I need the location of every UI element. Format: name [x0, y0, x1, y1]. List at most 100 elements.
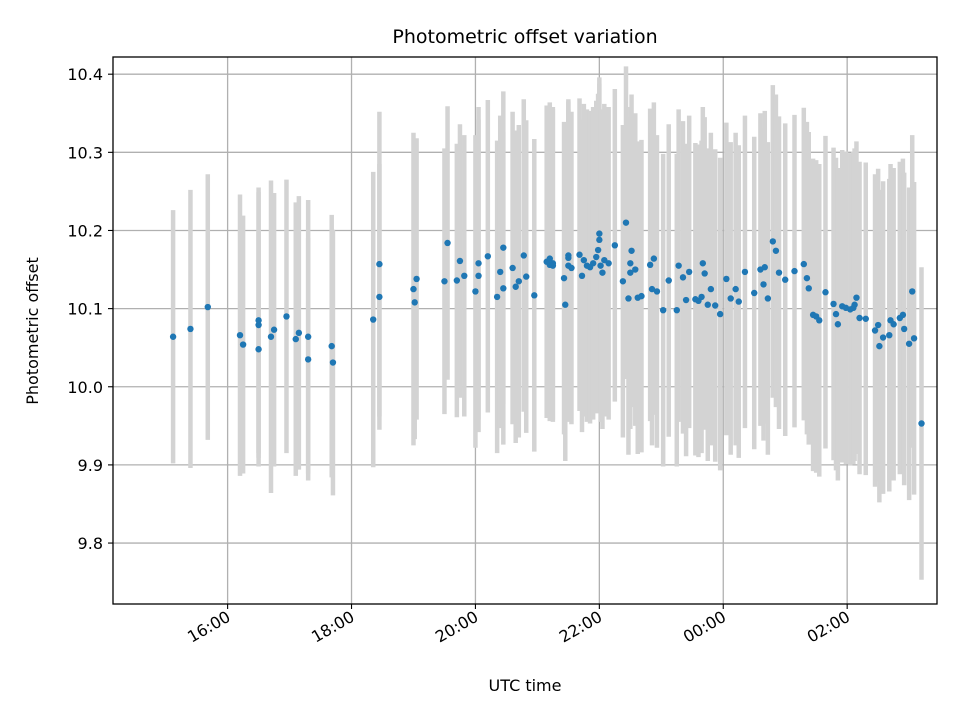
- data-point: [761, 264, 768, 271]
- data-point: [805, 285, 812, 292]
- data-point: [900, 325, 908, 333]
- data-point: [905, 340, 913, 347]
- data-point: [803, 274, 811, 282]
- data-point: [675, 262, 682, 269]
- data-point: [453, 277, 461, 284]
- data-point: [304, 333, 312, 340]
- data-point: [292, 335, 299, 343]
- data-point: [862, 315, 869, 322]
- data-point: [698, 293, 705, 301]
- data-point: [682, 296, 690, 304]
- data-point: [685, 268, 693, 276]
- data-point: [328, 342, 335, 350]
- data-point: [760, 281, 767, 288]
- y-tick-label: 10.3: [67, 143, 103, 162]
- data-point: [589, 260, 597, 267]
- data-point: [546, 255, 553, 262]
- x-tick-label: 18:00: [308, 607, 357, 647]
- data-point: [716, 310, 724, 318]
- data-point: [800, 260, 807, 268]
- x-axis-title: UTC time: [489, 676, 562, 695]
- data-point: [627, 260, 634, 267]
- data-point: [475, 260, 482, 267]
- data-point: [484, 253, 492, 260]
- data-point: [772, 247, 780, 254]
- data-point: [520, 252, 527, 259]
- y-tick-label: 10.0: [67, 378, 103, 397]
- x-tick-label: 02:00: [804, 607, 853, 647]
- data-point: [699, 260, 707, 267]
- data-point: [187, 325, 194, 333]
- x-tick-label: 16:00: [184, 607, 233, 647]
- data-point: [562, 301, 569, 308]
- data-point: [599, 269, 606, 276]
- data-point: [879, 334, 887, 341]
- data-point: [856, 314, 863, 322]
- data-point: [910, 335, 918, 342]
- data-point: [444, 239, 451, 247]
- data-point: [876, 342, 883, 350]
- data-point: [627, 269, 634, 276]
- x-tick-label: 20:00: [432, 607, 481, 647]
- data-point: [593, 253, 600, 261]
- data-point: [204, 303, 211, 311]
- data-point: [239, 341, 247, 348]
- data-points: [169, 219, 925, 427]
- data-point: [851, 301, 858, 308]
- data-point: [701, 270, 708, 277]
- data-point: [832, 310, 840, 318]
- data-point: [376, 260, 383, 268]
- data-point: [673, 306, 680, 314]
- y-tick-label: 10.1: [67, 300, 103, 319]
- data-point: [560, 274, 568, 282]
- data-point: [830, 300, 837, 308]
- data-point: [611, 242, 619, 249]
- data-point: [410, 285, 417, 293]
- data-point: [886, 331, 893, 339]
- data-point: [605, 260, 612, 267]
- data-point: [834, 321, 842, 328]
- data-point: [646, 261, 654, 269]
- data-point: [775, 269, 783, 276]
- data-point: [632, 266, 639, 273]
- data-point: [596, 236, 603, 244]
- data-point: [650, 255, 658, 262]
- error-bars: [170, 66, 924, 580]
- data-point: [659, 306, 667, 314]
- data-point: [909, 288, 916, 295]
- data-point: [764, 295, 772, 302]
- data-point: [638, 292, 645, 300]
- data-point: [732, 285, 739, 293]
- data-point: [509, 264, 516, 272]
- data-point: [596, 230, 603, 237]
- y-tick-label: 9.9: [78, 456, 103, 475]
- data-point: [461, 272, 468, 279]
- data-point: [456, 257, 464, 265]
- data-point: [255, 346, 262, 353]
- data-point: [822, 289, 829, 296]
- data-point: [782, 276, 789, 283]
- data-point: [723, 275, 730, 283]
- data-point: [853, 294, 860, 301]
- data-point: [255, 321, 262, 329]
- data-point: [899, 311, 907, 319]
- data-point: [267, 333, 275, 340]
- data-point: [370, 316, 377, 323]
- data-point: [304, 356, 312, 363]
- data-point: [255, 317, 262, 324]
- data-point: [472, 288, 479, 295]
- y-tick-label: 10.2: [67, 221, 103, 240]
- plot-frame: [112, 56, 938, 605]
- data-point: [735, 298, 742, 305]
- data-point: [871, 327, 879, 334]
- data-point: [622, 219, 630, 226]
- data-point: [413, 275, 420, 283]
- data-point: [236, 331, 244, 339]
- data-point: [565, 254, 572, 262]
- data-point: [704, 301, 711, 308]
- x-tick-label: 00:00: [680, 607, 729, 647]
- data-point: [628, 247, 635, 254]
- data-point: [653, 288, 661, 295]
- data-point: [376, 293, 383, 301]
- data-point: [411, 299, 418, 306]
